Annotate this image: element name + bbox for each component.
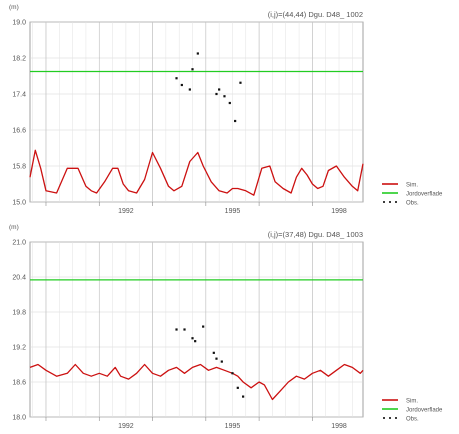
plot-area (29, 21, 364, 203)
obs-point (215, 92, 218, 96)
chart-title: (i,j)=(37,48) Dgu. D48_ 1003 (268, 230, 363, 239)
x-tick-label: 1992 (118, 208, 134, 215)
y-tick-label: 16.6 (12, 128, 26, 135)
y-tick-label: 18.2 (12, 56, 26, 63)
legend-obs-marker (383, 201, 385, 203)
plot-area (29, 241, 364, 418)
chart-panel-1: 15.0 15.8 16.6 17.4 18.2 19.0 1992 1995 1998 (m) (… (9, 4, 443, 215)
chart-panel-2: 18.0 18.6 19.2 19.8 20.4 21.0 1992 1995 1998 (m) (… (9, 224, 443, 430)
legend-obs-marker (389, 201, 391, 203)
y-tick-label: 18.6 (12, 380, 26, 387)
obs-point (242, 395, 245, 398)
x-tick-label: 1998 (331, 208, 347, 215)
obs-point (191, 337, 194, 340)
obs-point (180, 83, 183, 87)
x-tick-label: 1995 (225, 208, 241, 215)
y-tick-label: 15.8 (12, 164, 26, 171)
legend-label: Sim. (406, 182, 418, 188)
legend-obs-marker (395, 417, 397, 419)
sim-line (29, 149, 364, 196)
obs-point (188, 88, 191, 91)
obs-point (236, 386, 239, 389)
obs-point (202, 325, 205, 328)
y-unit-label: (m) (9, 4, 19, 11)
obs-point (212, 351, 215, 354)
legend-obs-marker (395, 201, 397, 203)
obs-point (183, 328, 186, 331)
obs-point (220, 360, 223, 363)
legend-label: Obs. (406, 200, 419, 206)
obs-point (196, 52, 199, 55)
obs-point (234, 119, 237, 123)
obs-point (228, 101, 231, 105)
obs-point (231, 372, 234, 375)
y-tick-label: 19.2 (12, 345, 26, 352)
y-tick-label: 15.0 (12, 200, 26, 207)
x-tick-label: 1992 (118, 423, 134, 430)
y-tick-label: 19.8 (12, 310, 26, 317)
legend-label: Jordoverflade (406, 191, 443, 197)
y-tick-label: 19.0 (12, 20, 26, 27)
obs-point (194, 340, 197, 343)
sim-line (29, 363, 364, 401)
x-tick-label: 1995 (225, 423, 241, 430)
legend-label: Jordoverflade (406, 407, 443, 413)
legend-obs-marker (383, 417, 385, 419)
legend-obs-marker (389, 417, 391, 419)
y-tick-label: 20.4 (12, 275, 26, 282)
y-unit-label: (m) (9, 224, 19, 231)
y-tick-label: 17.4 (12, 92, 26, 99)
obs-point (218, 88, 221, 91)
y-tick-label: 18.0 (12, 415, 26, 422)
obs-point (175, 77, 178, 80)
y-tick-label: 21.0 (12, 240, 26, 247)
x-tick-label: 1998 (331, 423, 347, 430)
chart-title: (i,j)=(44,44) Dgu. D48_ 1002 (268, 10, 363, 19)
obs-point (175, 328, 178, 331)
legend-label: Sim. (406, 398, 418, 404)
obs-point (191, 68, 194, 71)
obs-point (223, 95, 226, 98)
legend-label: Obs. (406, 416, 419, 422)
obs-point (215, 357, 218, 360)
obs-point (239, 81, 242, 84)
